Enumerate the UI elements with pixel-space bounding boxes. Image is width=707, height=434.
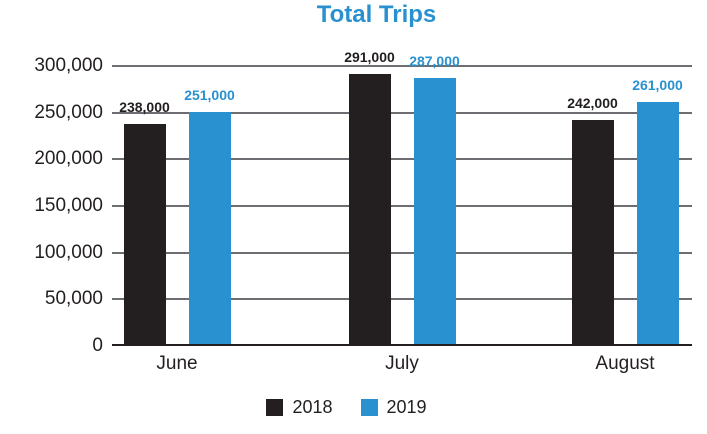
bar-value-label-2019-june: 251,000: [184, 86, 235, 103]
bar-2019-july: [413, 78, 456, 346]
bar-2019-august: [636, 102, 679, 346]
legend-item-2019: 2019: [360, 397, 427, 418]
gridline-50-000: [112, 298, 692, 301]
x-axis-line: [112, 344, 692, 346]
x-tick-label-july: July: [385, 353, 419, 374]
bar-value-label-2019-july: 287,000: [409, 53, 460, 70]
bar-2019-june: [188, 111, 231, 346]
bar-value-label-2018-august: 242,000: [567, 95, 618, 112]
legend-swatch-2019: [360, 399, 378, 416]
y-tick-label-0: 0: [92, 335, 103, 356]
y-tick-label-300-000: 300,000: [34, 55, 103, 76]
x-tick-label-june: June: [156, 353, 198, 374]
bar-2018-june: [123, 123, 166, 346]
gridline-150-000: [112, 205, 692, 207]
x-tick-label-august: August: [595, 353, 655, 374]
plot-area: 238,000 251,000 291,000 287,000 242,000 261,0…: [112, 49, 692, 346]
bar-value-label-2019-august: 261,000: [632, 77, 683, 94]
gridline-300-000: [112, 65, 692, 67]
y-tick-label-250-000: 250,000: [34, 101, 103, 123]
legend-label-2019: 2019: [386, 397, 427, 417]
gridline-250-000: [112, 111, 692, 114]
bar-value-label-2018-july: 291,000: [344, 49, 395, 66]
bar-2018-july: [348, 74, 391, 346]
legend-swatch-2018: [266, 399, 284, 416]
bar-2018-august: [571, 120, 614, 346]
chart-title: Total Trips: [316, 1, 437, 28]
gridline-100-000: [112, 251, 692, 254]
y-tick-label-150-000: 150,000: [34, 195, 103, 216]
bar-value-label-2018-june: 238,000: [119, 98, 170, 115]
legend-item-2018: 2018: [266, 397, 333, 418]
y-tick-label-100-000: 100,000: [34, 241, 103, 263]
legend-label-2018: 2018: [292, 397, 333, 417]
y-tick-label-50-000: 50,000: [44, 288, 103, 310]
y-tick-label-200-000: 200,000: [34, 148, 103, 170]
gridline-200-000: [112, 158, 692, 161]
legend: 2018 2019: [0, 397, 707, 418]
